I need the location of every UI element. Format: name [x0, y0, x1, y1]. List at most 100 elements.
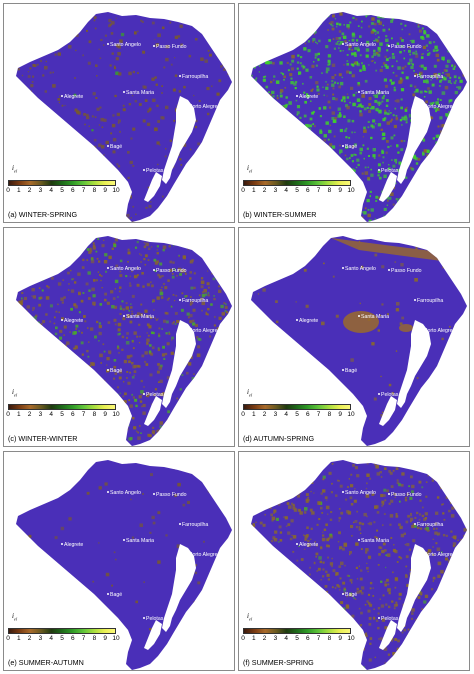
map-panel-autumn-spring: Santo Angelo Passo Fundo Farroupilha Alegre…: [238, 227, 470, 447]
city-marker: [342, 491, 344, 493]
colorbar-tick: 1: [251, 635, 256, 642]
city-label: Passo Fundo: [391, 492, 422, 498]
colorbar-tick: 7: [316, 635, 321, 642]
colorbar-tick: 0: [241, 187, 245, 194]
state-map: Santo Angelo Passo Fundo Farroupilha Alegre…: [16, 460, 232, 670]
colorbar-tick: 1: [16, 187, 21, 194]
map-panel-winter-spring: Santo Angelo Passo Fundo Farroupilha Alegre…: [3, 3, 235, 223]
colorbar-tick: 0: [6, 635, 10, 642]
colorbar-tick: 3: [38, 635, 43, 642]
city-marker: [143, 169, 145, 171]
city-label: Pelotas: [381, 168, 399, 174]
state-map: Santo Angelo Passo Fundo Farroupilha Alegre…: [251, 460, 467, 670]
city-marker: [414, 523, 416, 525]
city-label: Farroupilha: [417, 298, 443, 304]
city-label: Pelotas: [146, 168, 164, 174]
state-map: Santo Angelo Passo Fundo Farroupilha Alegre…: [16, 12, 232, 222]
lagoon-mirim: [379, 620, 397, 650]
city-label: Santa Maria: [361, 314, 389, 320]
city-label: Bagé: [345, 592, 357, 598]
city-marker: [342, 369, 344, 371]
city-marker: [143, 393, 145, 395]
colorbar-tick: 5: [60, 187, 64, 194]
colorbar-tick: 4: [49, 635, 53, 642]
map-panel-summer-autumn: Santo Angelo Passo Fundo Farroupilha Alegre…: [3, 451, 235, 671]
city-label: Pelotas: [381, 616, 399, 622]
city-label: Santo Angelo: [345, 266, 376, 272]
lagoon-mirim: [379, 396, 397, 426]
colorbar: 0 1 2 3 4 5 6 7 8 9 10: [241, 180, 355, 198]
city-label: Pelotas: [146, 392, 164, 398]
city-marker: [61, 319, 63, 321]
colorbar-tick: 8: [92, 635, 97, 642]
colorbar-tick: 0: [6, 187, 10, 194]
city-marker: [342, 145, 344, 147]
city-marker: [378, 393, 380, 395]
colorbar-tick: 7: [316, 187, 321, 194]
city-label: Porto Alegre: [424, 104, 453, 110]
lagoon-patos: [162, 96, 196, 184]
colorbar-tick: 1: [16, 635, 21, 642]
colorbar-tick: 10: [112, 635, 120, 642]
colorbar-tick: 6: [305, 411, 310, 418]
city-label: Porto Alegre: [424, 552, 453, 558]
index-symbol: iel: [12, 612, 18, 622]
city-label: Porto Alegre: [189, 328, 218, 334]
city-marker: [179, 523, 181, 525]
city-marker: [107, 145, 109, 147]
colorbar-tick: 2: [262, 635, 267, 642]
city-label: Pelotas: [381, 392, 399, 398]
colorbar-gradient: [243, 404, 351, 410]
colorbar-tick: 4: [49, 187, 53, 194]
colorbar-tick: 9: [338, 635, 342, 642]
colorbar-tick: 6: [305, 187, 310, 194]
colorbar-tick: 0: [6, 411, 10, 418]
city-marker: [61, 543, 63, 545]
colorbar-tick: 4: [284, 411, 288, 418]
colorbar-tick: 2: [262, 411, 267, 418]
city-marker: [107, 491, 109, 493]
index-symbol: iel: [12, 388, 18, 398]
lagoon-patos: [162, 544, 196, 632]
colorbar-tick: 1: [251, 187, 256, 194]
colorbar-tick: 1: [251, 411, 256, 418]
colorbar: 0 1 2 3 4 5 6 7 8 9 10: [241, 404, 355, 422]
colorbar-tick: 8: [327, 635, 332, 642]
lagoon-mirim: [144, 172, 162, 202]
lagoon-patos: [397, 544, 431, 632]
city-label: Porto Alegre: [189, 104, 218, 110]
city-marker: [123, 539, 125, 541]
city-label: Alegrete: [64, 542, 83, 548]
city-label: Santa Maria: [361, 90, 389, 96]
city-label: Bagé: [110, 368, 122, 374]
colorbar-tick: 3: [38, 411, 43, 418]
panel-caption: (e) SUMMER-AUTUMN: [8, 658, 84, 667]
panel-caption: (b) WINTER-SUMMER: [243, 210, 317, 219]
city-label: Farroupilha: [182, 298, 208, 304]
city-marker: [378, 169, 380, 171]
city-label: Porto Alegre: [424, 328, 453, 334]
city-marker: [358, 91, 360, 93]
city-marker: [61, 95, 63, 97]
city-marker: [421, 105, 423, 107]
map-panel-winter-summer: Santo Angelo Passo Fundo Farroupilha Alegre…: [238, 3, 470, 223]
index-symbol: iel: [247, 164, 253, 174]
city-marker: [342, 43, 344, 45]
index-symbol: iel: [12, 164, 18, 174]
colorbar-tick: 9: [103, 411, 107, 418]
city-label: Alegrete: [299, 318, 318, 324]
city-label: Passo Fundo: [391, 268, 422, 274]
city-marker: [388, 269, 390, 271]
colorbar-tick: 7: [316, 411, 321, 418]
state-map: Santo Angelo Passo Fundo Farroupilha Alegre…: [251, 236, 467, 446]
colorbar-tick: 3: [273, 411, 278, 418]
colorbar-tick: 5: [295, 411, 299, 418]
panel-caption: (a) WINTER-SPRING: [8, 210, 78, 219]
colorbar-tick: 10: [112, 411, 120, 418]
colorbar-gradient: [243, 180, 351, 186]
city-marker: [414, 299, 416, 301]
city-marker: [186, 329, 188, 331]
city-marker: [358, 315, 360, 317]
colorbar-tick: 0: [241, 411, 245, 418]
